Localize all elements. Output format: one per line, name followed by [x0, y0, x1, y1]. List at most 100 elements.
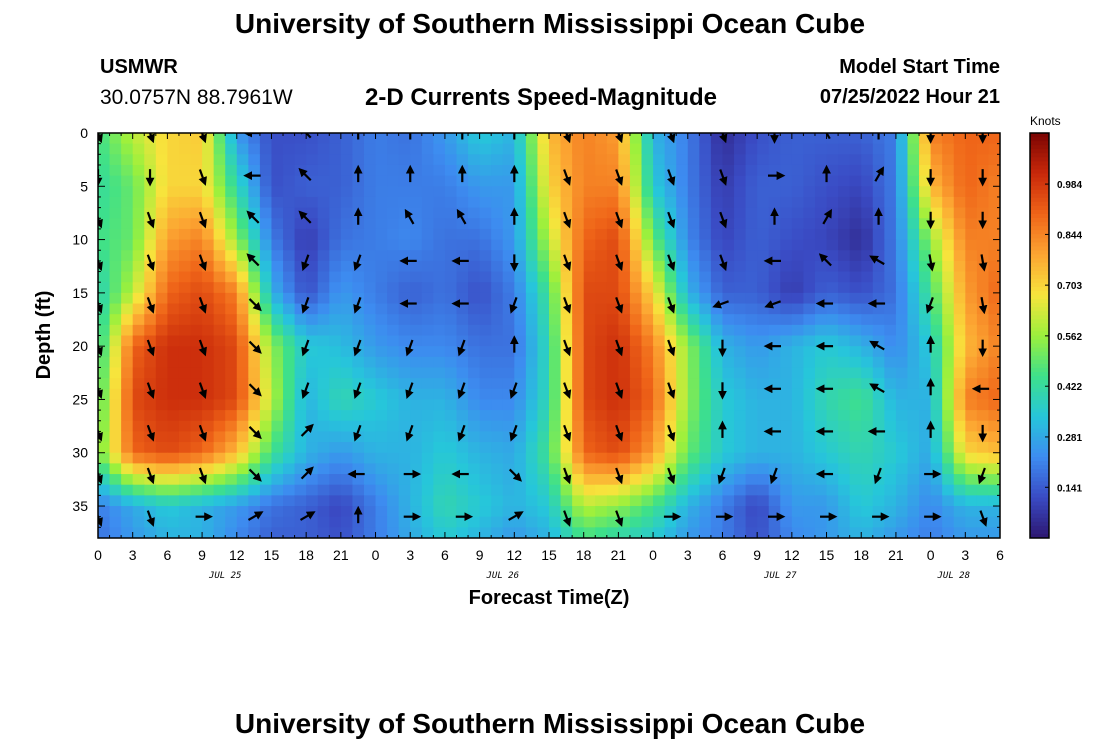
heatmap-cell	[271, 335, 284, 347]
heatmap-cell	[606, 527, 619, 538]
heatmap-cell	[502, 186, 515, 198]
heatmap-cell	[595, 388, 608, 401]
heatmap-cell	[618, 207, 631, 219]
heatmap-cell	[190, 356, 203, 369]
colorbar-segment	[1030, 299, 1049, 304]
heatmap-cell	[595, 250, 608, 262]
heatmap-cell	[849, 410, 862, 422]
heatmap-cell	[653, 324, 666, 337]
heatmap-cell	[468, 431, 481, 443]
heatmap-cell	[953, 388, 966, 401]
heatmap-cell	[976, 452, 990, 464]
colorbar-segment	[1030, 525, 1049, 531]
current-arrow	[248, 468, 262, 482]
current-arrow	[874, 166, 885, 182]
heatmap-cell	[930, 218, 943, 230]
heatmap-cell	[236, 516, 249, 528]
heatmap-cell	[132, 506, 145, 518]
heatmap-cell	[930, 196, 943, 209]
heatmap-cell	[363, 346, 377, 358]
heatmap-cell	[190, 303, 203, 315]
heatmap-cell	[618, 367, 631, 379]
colorbar-segment	[1030, 477, 1049, 482]
heatmap-cell	[329, 399, 342, 411]
heatmap-cell	[687, 495, 700, 507]
heatmap-cell	[225, 292, 238, 305]
heatmap-cell	[98, 218, 111, 230]
heatmap-cell	[98, 154, 111, 166]
heatmap-cell	[791, 367, 805, 379]
heatmap-cell	[768, 175, 781, 187]
heatmap-cell	[190, 250, 203, 262]
heatmap-cell	[433, 484, 446, 496]
heatmap-cell	[329, 175, 342, 187]
heatmap-cell	[525, 175, 539, 187]
heatmap-cell	[225, 388, 238, 401]
heatmap-cell	[814, 282, 828, 294]
heatmap-cell	[653, 474, 666, 486]
heatmap-cell	[398, 143, 411, 155]
heatmap-cell	[895, 133, 909, 145]
heatmap-cell	[907, 250, 920, 262]
heatmap-cell	[144, 410, 157, 422]
heatmap-cell	[375, 346, 388, 358]
current-arrow	[667, 211, 676, 229]
heatmap-cell	[710, 154, 724, 166]
heatmap-cell	[676, 356, 689, 369]
heatmap-cell	[838, 260, 851, 273]
heatmap-cell	[375, 228, 388, 241]
heatmap-cell	[456, 420, 469, 433]
heatmap-cell	[202, 420, 215, 433]
heatmap-cell	[132, 228, 145, 241]
heatmap-cell	[444, 282, 458, 294]
heatmap-cell	[780, 239, 793, 251]
heatmap-cell	[988, 495, 1000, 507]
heatmap-cell	[502, 314, 515, 326]
heatmap-cell	[757, 431, 770, 443]
heatmap-cell	[132, 260, 145, 273]
colorbar-segment	[1030, 278, 1049, 284]
heatmap-cell	[907, 463, 920, 475]
y-tick-label: 25	[72, 391, 88, 407]
heatmap-cell	[572, 239, 585, 251]
heatmap-cell	[838, 516, 851, 528]
heatmap-cell	[884, 282, 897, 294]
heatmap-cell	[202, 186, 215, 198]
heatmap-cell	[317, 164, 330, 177]
heatmap-cell	[306, 410, 319, 422]
heatmap-cell	[433, 143, 446, 155]
heatmap-cell	[572, 175, 585, 187]
colorbar-segment	[1030, 181, 1049, 187]
heatmap-cell	[213, 207, 226, 219]
heatmap-cell	[965, 218, 978, 230]
heatmap-cell	[375, 314, 388, 326]
heatmap-cell	[965, 484, 978, 496]
colorbar-segment	[1030, 274, 1049, 280]
heatmap-cell	[514, 314, 527, 326]
heatmap-cell	[363, 186, 377, 198]
heatmap-cell	[178, 175, 192, 187]
heatmap-cell	[317, 399, 330, 411]
colorbar-segment	[1030, 529, 1049, 535]
heatmap-cell	[895, 175, 909, 187]
heatmap-cell	[849, 335, 862, 347]
heatmap-cell	[653, 164, 666, 177]
heatmap-cell	[167, 324, 180, 337]
heatmap-cell	[768, 495, 781, 507]
heatmap-cell	[271, 474, 284, 486]
colorbar-frame	[1029, 132, 1050, 539]
colorbar-segment	[1030, 359, 1049, 365]
heatmap-cell	[780, 228, 793, 241]
heatmap-cell	[872, 431, 885, 443]
heatmap-cell	[190, 516, 203, 528]
heatmap-cell	[884, 399, 897, 411]
heatmap-cell	[167, 207, 180, 219]
heatmap-cell	[549, 250, 562, 262]
heatmap-cell	[190, 335, 203, 347]
heatmap-cell	[618, 463, 631, 475]
heatmap-cell	[132, 143, 145, 155]
heatmap-cell	[942, 239, 955, 251]
heatmap-cell	[410, 431, 423, 443]
heatmap-cell	[965, 271, 978, 283]
heatmap-cell	[294, 346, 307, 358]
